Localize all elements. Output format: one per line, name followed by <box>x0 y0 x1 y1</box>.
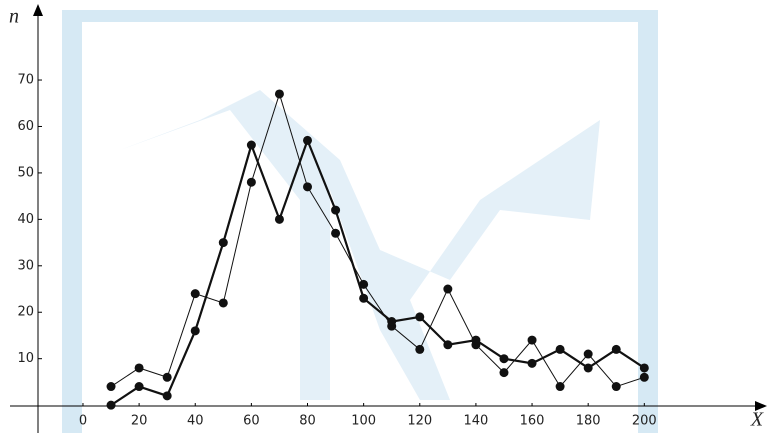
x-tick-label: 160 <box>520 414 545 429</box>
point <box>612 345 621 354</box>
point <box>528 336 537 345</box>
point <box>640 373 649 382</box>
point <box>443 340 452 349</box>
y-tick-label: 10 <box>17 351 34 366</box>
x-tick-label: 80 <box>299 414 316 429</box>
x-tick-label: 200 <box>632 414 657 429</box>
point <box>359 294 368 303</box>
x-tick-label: 20 <box>131 414 148 429</box>
point <box>191 289 200 298</box>
point <box>443 285 452 294</box>
y-tick-label: 50 <box>17 165 34 180</box>
y-axis-title: n <box>9 6 19 28</box>
y-axis-arrow <box>33 4 43 16</box>
point <box>219 238 228 247</box>
y-tick-label: 40 <box>17 212 34 227</box>
point <box>247 141 256 150</box>
x-tick-label: 140 <box>463 414 488 429</box>
point <box>359 280 368 289</box>
point <box>415 345 424 354</box>
point <box>499 354 508 363</box>
point <box>219 298 228 307</box>
point <box>163 391 172 400</box>
point <box>331 206 340 215</box>
y-tick-label: 60 <box>17 119 34 134</box>
point <box>303 182 312 191</box>
point <box>247 178 256 187</box>
point <box>471 336 480 345</box>
point <box>163 373 172 382</box>
point <box>275 89 284 98</box>
x-tick-label: 40 <box>187 414 204 429</box>
point <box>612 382 621 391</box>
x-tick-label: 0 <box>79 414 87 429</box>
point <box>331 229 340 238</box>
point <box>107 382 116 391</box>
point <box>303 136 312 145</box>
point <box>387 317 396 326</box>
y-tick-label: 30 <box>17 258 34 273</box>
x-tick-label: 100 <box>351 414 376 429</box>
point <box>556 345 565 354</box>
point <box>584 350 593 359</box>
chart: X n 0 20 40 60 80 100 120 140 160 180 200 10 20 30 40 5… <box>0 0 771 433</box>
x-tick-label: 60 <box>243 414 260 429</box>
point <box>556 382 565 391</box>
x-tick-label: 120 <box>407 414 432 429</box>
y-tick-label: 70 <box>17 73 34 88</box>
point <box>528 359 537 368</box>
x-tick-label: 180 <box>576 414 601 429</box>
point <box>415 312 424 321</box>
point <box>135 363 144 372</box>
point <box>107 401 116 410</box>
point <box>191 326 200 335</box>
point <box>135 382 144 391</box>
point <box>584 363 593 372</box>
y-tick-label: 20 <box>17 305 34 320</box>
point <box>275 215 284 224</box>
point <box>640 363 649 372</box>
x-axis-title: X <box>750 409 764 431</box>
point <box>499 368 508 377</box>
